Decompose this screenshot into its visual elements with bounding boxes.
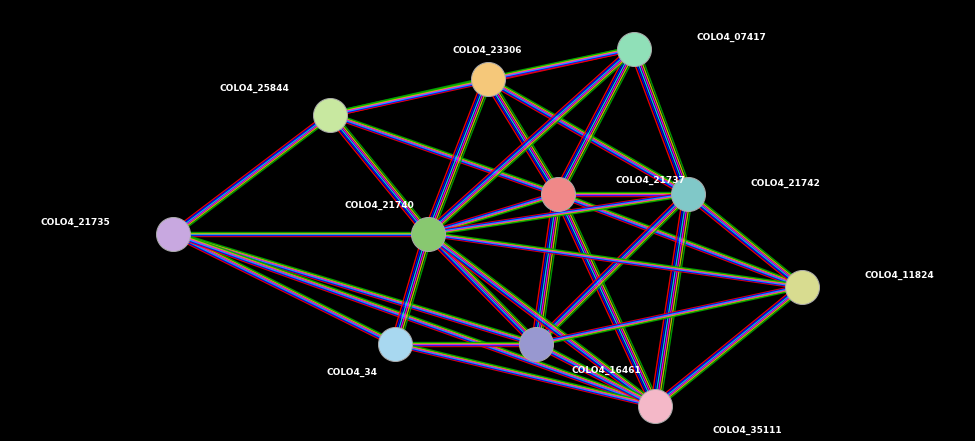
Point (323, 111, 338, 118)
Point (626, 45, 642, 52)
Text: COLO4_25844: COLO4_25844 (219, 84, 290, 93)
Point (388, 340, 404, 348)
Point (681, 191, 696, 198)
Text: COLO4_23306: COLO4_23306 (452, 46, 523, 55)
Text: COLO4_11824: COLO4_11824 (864, 271, 934, 280)
Point (420, 230, 436, 237)
Point (647, 402, 663, 409)
Text: COLO4_35111: COLO4_35111 (713, 426, 782, 434)
Point (480, 76, 495, 83)
Text: COLO4_21737: COLO4_21737 (615, 176, 684, 185)
Point (794, 283, 809, 290)
Text: COLO4_21740: COLO4_21740 (344, 201, 414, 209)
Text: COLO4_21735: COLO4_21735 (41, 218, 111, 227)
Point (166, 230, 181, 237)
Point (550, 191, 566, 198)
Text: COLO4_16461: COLO4_16461 (571, 366, 642, 375)
Text: COLO4_21742: COLO4_21742 (751, 179, 820, 187)
Point (528, 340, 544, 348)
Text: COLO4_07417: COLO4_07417 (696, 33, 766, 42)
Text: COLO4_34: COLO4_34 (327, 368, 377, 377)
